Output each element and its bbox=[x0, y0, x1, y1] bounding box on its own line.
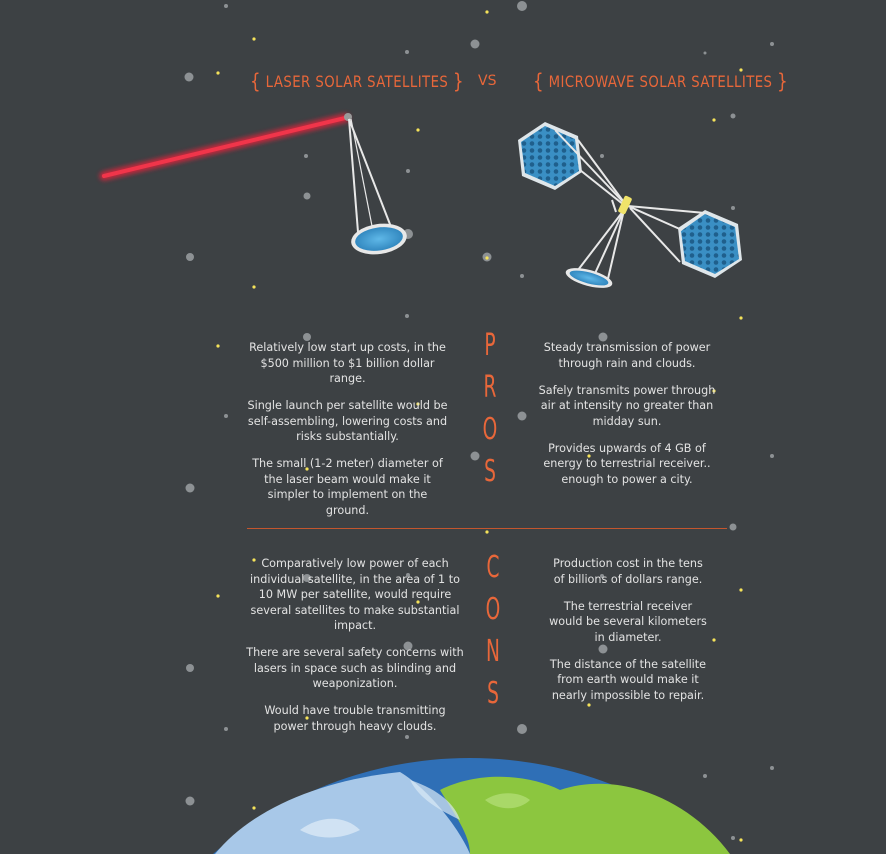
con-item: Would have trouble transmitting power th… bbox=[264, 704, 446, 733]
laser-satellite-illustration bbox=[99, 113, 407, 255]
right-brace: } bbox=[777, 69, 789, 93]
vs-label: vs bbox=[478, 73, 497, 89]
microwave-title-text: microwave solar satellites bbox=[548, 72, 773, 91]
microwave-satellite-illustration bbox=[518, 122, 742, 288]
pros-letter: S bbox=[484, 454, 496, 489]
pro-item: Single launch per satellite would be sel… bbox=[247, 399, 448, 443]
right-brace: } bbox=[452, 69, 464, 93]
con-item: Production cost in the tens of billions … bbox=[553, 557, 703, 586]
cons-letter: C bbox=[486, 550, 500, 585]
cons-letter: O bbox=[485, 592, 501, 627]
star-dots bbox=[184, 1, 774, 840]
con-item: The terrestrial receiver would be severa… bbox=[549, 599, 707, 644]
laser-title: { laser solar satellites } bbox=[250, 68, 464, 93]
left-brace: { bbox=[250, 69, 261, 93]
section-divider bbox=[247, 528, 727, 529]
star-yellow bbox=[216, 10, 743, 842]
cons-letter: S bbox=[487, 676, 499, 711]
con-item: The distance of the satellite from earth… bbox=[549, 657, 707, 702]
pro-item: Steady transmission of power through rai… bbox=[543, 341, 711, 370]
pros-letter: P bbox=[484, 328, 496, 363]
cons-label: C O N S bbox=[473, 547, 513, 715]
pros-letter: R bbox=[483, 370, 497, 405]
pro-item: The small (1-2 meter) diameter of the la… bbox=[252, 457, 443, 517]
microwave-title: { microwave solar satellites } bbox=[533, 68, 789, 93]
laser-cons: Comparatively low power of each individu… bbox=[246, 556, 464, 746]
pros-label: P R O S bbox=[470, 325, 510, 493]
microwave-pros: Steady transmission of power through rai… bbox=[537, 340, 717, 499]
laser-pros: Relatively low start up costs, in the $5… bbox=[246, 340, 449, 530]
laser-title-text: laser solar satellites bbox=[265, 72, 449, 91]
earth-illustration bbox=[213, 758, 730, 854]
con-item: There are several safety concerns with l… bbox=[246, 646, 464, 690]
pros-letter: O bbox=[482, 412, 498, 447]
microwave-cons: Production cost in the tens of billions … bbox=[546, 556, 710, 715]
cons-letter: N bbox=[486, 634, 500, 669]
left-brace: { bbox=[533, 69, 544, 93]
pro-item: Provides upwards of 4 GB of energy to te… bbox=[543, 441, 711, 486]
pro-item: Relatively low start up costs, in the $5… bbox=[249, 341, 446, 385]
pro-item: Safely transmits power through air at in… bbox=[538, 383, 716, 428]
con-item: Comparatively low power of each individu… bbox=[250, 557, 460, 632]
